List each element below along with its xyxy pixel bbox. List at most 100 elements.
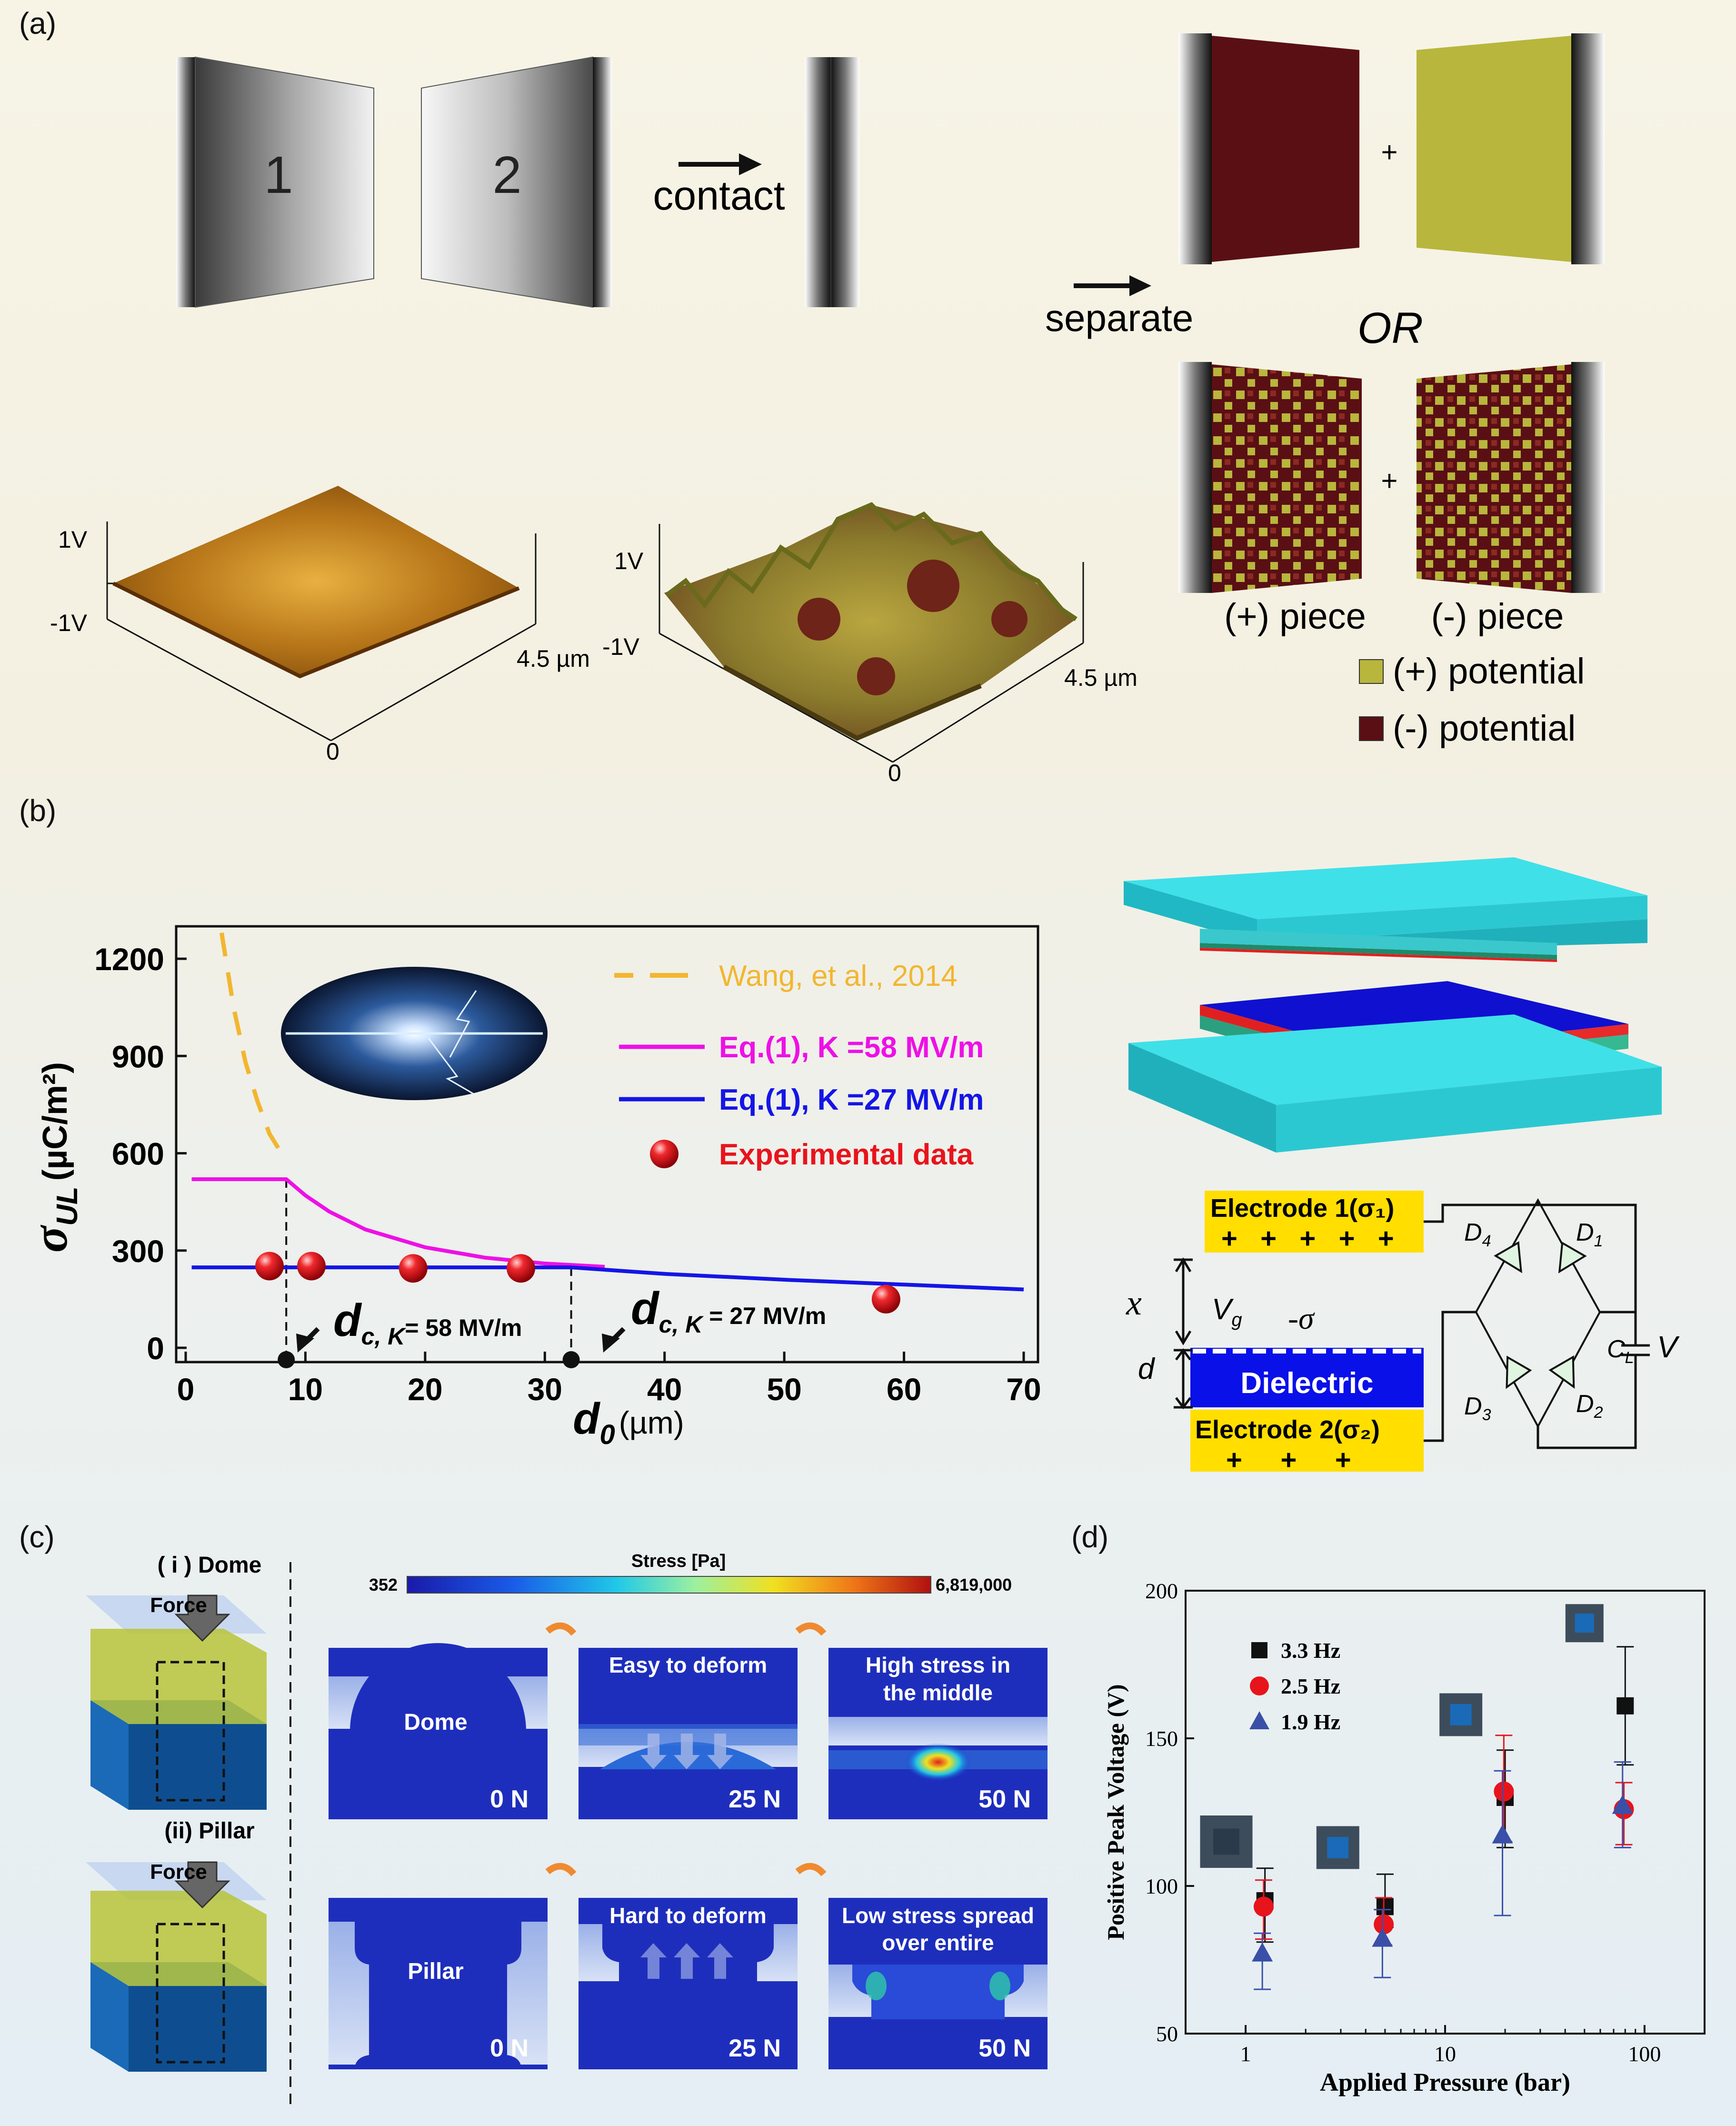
svg-text:dc, K= 58 MV/m: dc, K= 58 MV/m <box>333 1295 522 1350</box>
pillar-mode-label: (ii) Pillar <box>164 1818 254 1844</box>
hard-deform-label: Hard to deform <box>609 1903 767 1928</box>
low-stress-label-1: Low stress spread <box>842 1903 1034 1928</box>
sigma-label: -σ <box>1288 1301 1315 1336</box>
separate-label: separate <box>1045 297 1193 339</box>
y-axis-title: σUL (µC/m²) <box>23 1062 84 1253</box>
dome-3d-model <box>86 1594 267 1810</box>
dc-annotation-58: dc, K= 58 MV/m <box>296 1295 522 1353</box>
colorbar-min-label: 352 <box>369 1575 398 1594</box>
sequence-arrows <box>545 1622 827 1876</box>
x-gap-label: x <box>1126 1284 1142 1323</box>
plate-1: 1 <box>176 56 374 308</box>
data-point-triangle <box>1252 1942 1273 1962</box>
afm-2-top-label: 1V <box>614 548 644 574</box>
experimental-point <box>297 1252 326 1281</box>
dome-0N-label: 0 N <box>490 1785 529 1813</box>
legend-label: Eq.(1), K =27 MV/m <box>719 1083 984 1116</box>
contact-arrow <box>678 153 762 175</box>
legend-positive-label: (+) potential <box>1393 651 1585 692</box>
negative-piece-solid <box>1417 33 1605 264</box>
plate-1-label: 1 <box>264 146 293 204</box>
svg-text:dc, K = 27 MV/m: dc, K = 27 MV/m <box>631 1283 826 1338</box>
positive-piece-checker <box>1178 362 1362 593</box>
negative-piece-checker <box>1417 362 1605 593</box>
x-tick-label: 100 <box>1628 2042 1661 2066</box>
data-point-circle <box>1253 1896 1274 1917</box>
x-axis-symbol: d <box>573 1394 600 1443</box>
vg-symbol: V <box>1212 1293 1234 1326</box>
x-tick-label: 50 <box>767 1372 801 1407</box>
x-tick-label: 10 <box>288 1372 323 1407</box>
svg-text:d0(µm): d0 (µm) <box>573 1394 684 1450</box>
colorbar-title: Stress [Pa] <box>631 1551 726 1571</box>
electrode-1-label: Electrode 1(σ₁) <box>1210 1194 1394 1223</box>
diode-bridge <box>1494 1241 1587 1389</box>
upper-electrode-block <box>1124 857 1647 962</box>
dc-27-value: = 27 MV/m <box>702 1303 826 1329</box>
y-axis-unit: (µC/m²) <box>36 1062 74 1181</box>
x-tick-label: 20 <box>408 1372 442 1407</box>
or-label: OR <box>1357 304 1423 352</box>
sample-thumbnail-core <box>1327 1836 1349 1858</box>
low-stress-label-2: over entire <box>882 1930 994 1955</box>
sample-thumbnail-core <box>1575 1614 1594 1633</box>
legend-marker <box>1250 1676 1269 1695</box>
y-tick-label: 900 <box>112 1039 164 1074</box>
pillar-3d-model <box>86 1861 267 2072</box>
pillar-25N-sim: Hard to deform 25 N <box>579 1898 798 2069</box>
easy-deform-label: Easy to deform <box>609 1653 767 1677</box>
pillar-force-label: Force <box>150 1860 207 1884</box>
legend-marker <box>650 1140 678 1168</box>
y-axis-symbol: σ <box>23 1224 78 1253</box>
legend-marker <box>1251 1642 1267 1658</box>
electrode-2-label: Electrode 2(σ₂) <box>1195 1415 1380 1444</box>
x-tick-label: 1 <box>1240 2042 1251 2066</box>
separate-arrow <box>1074 275 1151 296</box>
y-tick-label: 200 <box>1145 1579 1178 1603</box>
voltage-vs-pressure-chart: 1 10 100 50 100 150 200 3.3 Hz 2.5 Hz 1.9 Hz App… <box>1102 1579 1706 2096</box>
y-axis-subscript: UL <box>51 1186 84 1226</box>
dc-27-subscript: c, K <box>659 1311 705 1338</box>
panel-label-b: (b) <box>19 793 57 828</box>
electrode-2-charges: + + + <box>1226 1444 1351 1475</box>
svg-text:σUL(µC/m²): σUL (µC/m²) <box>23 1062 84 1253</box>
legend-label: Experimental data <box>719 1138 974 1171</box>
y-tick-label: 50 <box>1156 2022 1178 2046</box>
experimental-point <box>255 1252 284 1281</box>
dome-50N-label: 50 N <box>978 1785 1031 1813</box>
stress-simulation-panel: ( i ) Dome Force (ii) Pillar Force Stres… <box>86 1551 1048 2105</box>
high-stress-label-1: High stress in <box>866 1653 1010 1677</box>
legend-label: Eq.(1), K =58 MV/m <box>719 1031 984 1064</box>
pillar-shape-label: Pillar <box>408 1959 463 1984</box>
x-axis-subscript: 0 <box>599 1419 615 1450</box>
x-axis-unit: (µm) <box>619 1405 684 1440</box>
colorbar-max-label: 6,819,000 <box>936 1575 1012 1594</box>
legend-label: Wang, et al., 2014 <box>719 960 958 993</box>
afm-1-zero-label: 0 <box>326 738 339 765</box>
data-point-triangle <box>1612 1795 1633 1814</box>
colorbar <box>407 1576 931 1594</box>
dome-mode-label: ( i ) Dome <box>158 1553 262 1578</box>
dome-25N-label: 25 N <box>728 1785 781 1813</box>
pillar-0N-label: 0 N <box>490 2035 529 2062</box>
x-axis-title-d: Applied Pressure (bar) <box>1320 2068 1570 2096</box>
negative-piece-label: (-) piece <box>1431 596 1564 637</box>
dome-50N-sim: High stress in the middle 50 N <box>828 1648 1048 1819</box>
plot-frame <box>175 925 1039 1364</box>
data-point-triangle <box>1372 1927 1393 1947</box>
x-tick-label: 70 <box>1006 1372 1041 1407</box>
x-tick-label: 10 <box>1434 2042 1456 2066</box>
dielectric-layer <box>1190 1348 1424 1407</box>
plus-sign-1: + <box>1381 136 1397 168</box>
sample-thumbnail-core <box>1213 1828 1240 1855</box>
afm-1-size-label: 4.5 µm <box>517 645 590 672</box>
high-stress-label-2: the middle <box>883 1680 993 1705</box>
x-tick-label: 60 <box>887 1372 921 1407</box>
panel-a-diagram: 1 2 contact separate + OR + <box>50 33 1605 786</box>
data-point-square <box>1616 1697 1634 1715</box>
data-point-circle <box>1494 1781 1514 1802</box>
panel-label-a: (a) <box>19 6 57 40</box>
y-tick-label: 300 <box>112 1233 164 1269</box>
sigma-vs-d0-chart: 0 10 20 30 40 50 60 70 0 300 600 900 1200 Wang, et a… <box>23 925 1041 1450</box>
series-line-1 <box>191 1177 605 1269</box>
